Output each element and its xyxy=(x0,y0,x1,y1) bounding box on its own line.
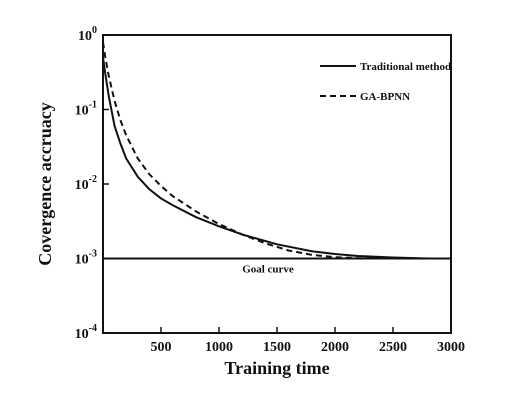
y-tick-label: 10-4 xyxy=(75,323,97,342)
goal-label: Goal curve xyxy=(242,264,294,276)
y-axis-title: Covergence accruacy xyxy=(35,102,55,265)
series-layer xyxy=(102,42,451,260)
x-tick-label: 2500 xyxy=(379,340,407,355)
y-tick-label: 10-1 xyxy=(75,100,97,119)
plot-area xyxy=(102,34,452,334)
y-tick-label: 100 xyxy=(78,25,97,44)
x-tick-label: 1000 xyxy=(205,340,233,355)
legend: Traditional method GA-BPNN xyxy=(320,61,451,103)
y-tick-label: 10-2 xyxy=(75,174,97,193)
x-tick-label: 1500 xyxy=(263,340,291,355)
x-axis-title: Training time xyxy=(224,358,329,378)
legend-label-traditional: Traditional method xyxy=(360,61,451,73)
x-tick-label: 2000 xyxy=(321,340,349,355)
x-tick-label: 3000 xyxy=(437,340,465,355)
plot-frame xyxy=(102,34,452,334)
legend-label-gabpnn: GA-BPNN xyxy=(360,91,410,103)
y-tick-label: 10-3 xyxy=(75,249,97,268)
axis-ticks: 500 1000 1500 2000 2500 3000 100 10-1 10-2 10-3 10… xyxy=(75,25,465,355)
series-line-gabpnn xyxy=(102,42,451,260)
x-tick-label: 500 xyxy=(151,340,172,355)
series-line-traditional xyxy=(102,57,451,260)
